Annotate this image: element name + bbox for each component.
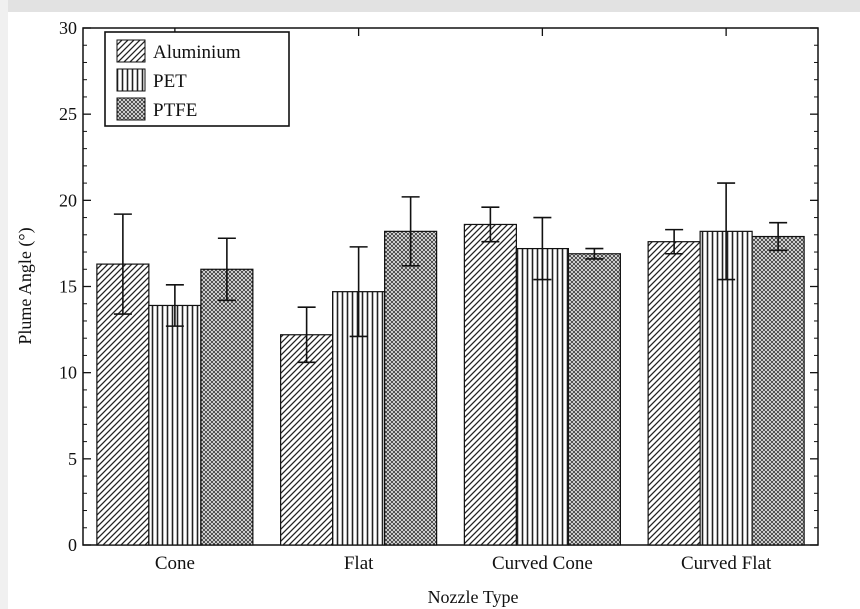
category-label: Flat bbox=[344, 553, 374, 574]
category-label: Curved Cone bbox=[492, 553, 593, 574]
bar-pet-curved-flat bbox=[699, 230, 753, 546]
y-tick-label: 20 bbox=[59, 190, 77, 210]
y-tick-label: 0 bbox=[68, 535, 77, 555]
legend-swatch-pet bbox=[116, 68, 146, 92]
y-tick-label: 15 bbox=[59, 277, 77, 297]
top-border-strip bbox=[0, 0, 860, 12]
y-axis-title: Plume Angle (°) bbox=[15, 227, 36, 344]
plot-area: 0 5 10 15 20 25 30 Cone Flat Curved Cone Curved Fl… bbox=[59, 18, 819, 574]
legend-label-pet: PET bbox=[153, 71, 187, 92]
legend-label-ptfe: PTFE bbox=[153, 100, 197, 121]
legend-label-aluminium: Aluminium bbox=[153, 42, 241, 63]
legend-swatch-ptfe bbox=[116, 97, 146, 121]
bar-pet-curved-cone bbox=[515, 247, 569, 546]
legend-swatch-aluminium bbox=[116, 39, 146, 63]
bar-ptfe-curved-cone bbox=[567, 253, 621, 546]
y-tick-label: 5 bbox=[68, 449, 77, 469]
x-axis-title: Nozzle Type bbox=[428, 587, 519, 607]
y-tick-label: 10 bbox=[59, 363, 77, 383]
bar-ptfe-curved-flat bbox=[751, 235, 805, 546]
bar-ptfe-cone bbox=[200, 268, 254, 546]
left-border-strip bbox=[0, 0, 8, 609]
bar-ptfe-flat bbox=[384, 230, 438, 546]
category-label: Curved Flat bbox=[681, 553, 772, 574]
y-tick-label: 30 bbox=[59, 18, 77, 38]
legend: Aluminium PET PTFE bbox=[104, 31, 290, 127]
bar-aluminium-flat bbox=[280, 334, 334, 546]
category-label: Cone bbox=[155, 553, 195, 574]
bar-pet-cone bbox=[148, 304, 202, 546]
bar-aluminium-curved-cone bbox=[463, 223, 517, 546]
y-tick-label: 25 bbox=[59, 104, 77, 124]
bar-aluminium-curved-flat bbox=[647, 241, 701, 546]
